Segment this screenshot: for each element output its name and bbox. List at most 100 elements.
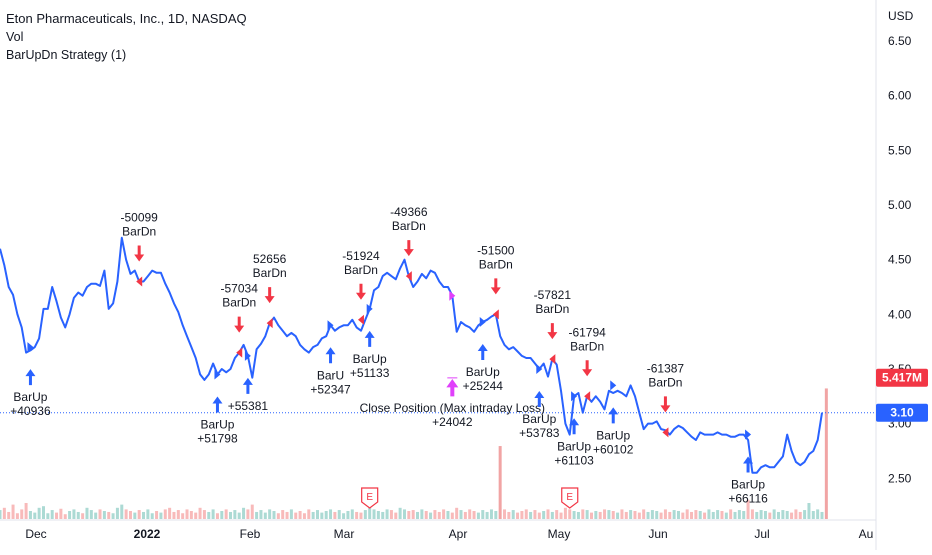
earnings-marker-label: E [566,492,573,503]
strategy-indicator-label[interactable]: BarUpDn Strategy (1) [6,48,127,62]
buy-signal-label: +53783 [519,426,560,440]
volume-bar [642,509,646,519]
earnings-marker[interactable] [361,487,379,509]
volume-bar [376,511,380,519]
volume-bar [176,510,180,519]
sell-arrow-icon [547,323,558,340]
volume-bar [250,504,254,519]
volume-bar [20,509,24,519]
buy-signal-label: +55381 [228,399,269,413]
volume-bar [385,509,389,519]
sell-signal-label: -51924 [342,249,380,263]
volume-bar [694,510,698,519]
entry-marker [610,380,617,391]
chart-legend: Eton Pharmaceuticals, Inc., 1D, NASDAQ V… [6,10,247,64]
sell-arrow-icon [134,245,145,262]
sell-signal-label: -49366 [390,205,428,219]
volume-bar [563,507,567,519]
y-tick-label: 6.50 [888,34,912,48]
volume-bar [681,512,685,519]
volume-bar [763,511,767,519]
volume-bar [7,511,11,519]
buy-arrow-icon [743,456,754,473]
x-tick-label: Jun [648,527,667,541]
volume-bar [772,509,776,519]
volume-bar [542,511,546,519]
volume-bar [98,509,102,519]
volume-bar [663,509,667,519]
sell-arrow-icon [660,396,671,413]
volume-bar [555,510,559,519]
volume-bar [24,503,28,519]
volume-indicator-label[interactable]: Vol [6,30,24,44]
symbol-title[interactable]: Eton Pharmaceuticals, Inc., 1D, NASDAQ [6,11,247,26]
volume-bar [703,512,707,519]
x-tick-label: Jul [754,527,769,541]
volume-bar [68,511,72,519]
earnings-marker[interactable] [561,487,579,509]
x-tick-label: Au [859,527,874,541]
volume-bar [803,510,807,519]
volume-bar [142,511,146,519]
volume-bar [59,508,63,519]
sell-signal-label: BarDn [535,302,569,316]
volume-bar [37,507,41,519]
entry-marker [244,350,251,361]
volume-bar [215,513,219,519]
price-axis[interactable] [876,0,932,550]
buy-signal-label: BarUp [557,439,591,453]
volume-bar [324,511,328,519]
sell-arrow-icon [234,316,245,333]
x-tick-label: Mar [334,527,355,541]
entry-marker [366,303,373,314]
volume-bar [811,511,815,519]
volume-bar [781,510,785,519]
sell-signal-label: -50099 [120,211,158,225]
x-tick-label: Dec [25,527,46,541]
volume-bar [272,511,276,519]
price-badge-label: 3.10 [890,406,914,420]
volume-bar [172,511,176,519]
volume-bar [820,511,824,519]
x-tick-label: Feb [240,527,261,541]
y-tick-label: 4.00 [888,307,912,321]
volume-bar [716,510,720,519]
exit-marker [357,314,364,325]
volume-bar [111,513,115,519]
volume-bar [785,511,789,519]
volume-bar [550,511,554,519]
volume-bar [794,509,798,519]
volume-badge-label: 5.417M [882,371,922,385]
volume-bar [494,511,498,519]
volume-bar [237,512,241,519]
currency-label: USD [888,9,914,23]
buy-signal-label: BarU [317,368,344,382]
volume-bar [115,507,119,519]
exit-marker [266,318,273,329]
volume-bar [389,510,393,519]
volume-bar [242,507,246,519]
buy-signal-label: BarUp [200,417,234,431]
volume-bar [568,509,572,519]
volume-bar [159,512,163,519]
volume-bar [50,510,54,519]
buy-signal-label: BarUp [596,428,630,442]
volume-bar [685,509,689,519]
volume-bar [476,512,480,519]
buy-signal-label: +60102 [593,442,634,456]
buy-arrow-icon [569,418,580,435]
volume-bar [320,512,324,519]
volume-bar [63,514,67,519]
volume-bar [55,512,59,519]
entry-marker [27,342,34,353]
volume-bar [524,509,528,519]
volume-bar [611,511,615,519]
volume-bar [489,509,493,519]
sell-arrow-icon [264,287,275,304]
buy-arrow-icon [364,330,375,347]
volume-bar [289,509,293,519]
exit-marker [662,427,669,438]
volume-bar [355,511,359,519]
